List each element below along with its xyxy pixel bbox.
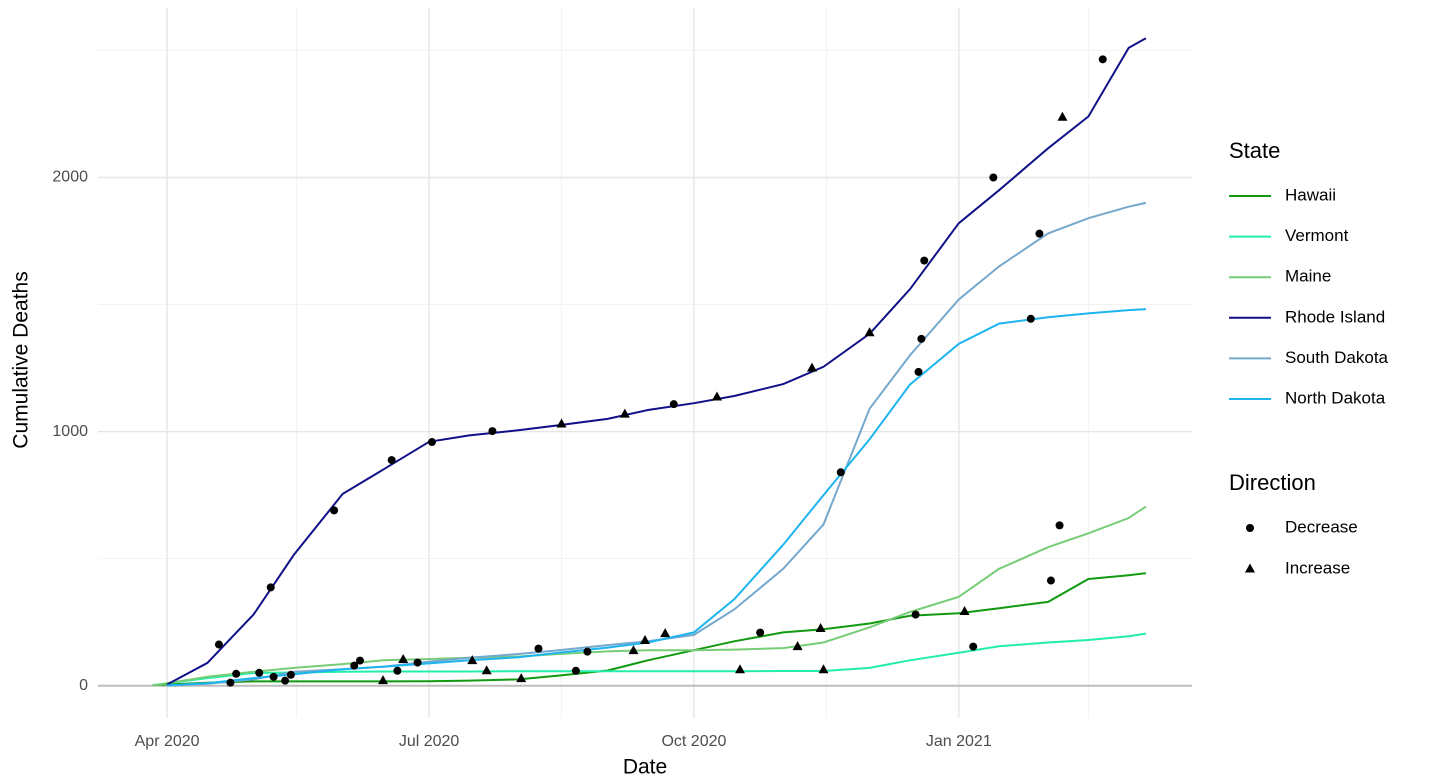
- marker: [226, 678, 235, 687]
- marker: [640, 634, 650, 644]
- marker: [488, 427, 497, 436]
- series-line: [166, 37, 1147, 686]
- series-line: [167, 308, 1146, 687]
- marker: [660, 628, 671, 638]
- x-tick-label: Jul 2020: [399, 733, 460, 750]
- marker: [911, 610, 920, 619]
- marker: [393, 666, 402, 675]
- marker: [427, 438, 436, 447]
- legend-label: Hawaii: [1285, 185, 1336, 204]
- marker: [1098, 55, 1107, 64]
- marker: [959, 606, 970, 616]
- marker: [1057, 111, 1068, 121]
- legend-title: State: [1229, 138, 1280, 163]
- y-axis-title: Cumulative Deaths: [10, 271, 33, 448]
- marker: [516, 673, 527, 683]
- marker: [669, 400, 678, 409]
- marker: [1046, 576, 1055, 585]
- marker: [806, 362, 817, 372]
- marker: [281, 676, 290, 685]
- y-tick-label: 2000: [52, 169, 88, 186]
- marker: [989, 173, 998, 182]
- series-line: [167, 201, 1147, 687]
- marker: [815, 623, 826, 633]
- marker: [969, 642, 978, 651]
- marker: [534, 644, 543, 653]
- marker: [286, 670, 295, 679]
- marker: [467, 655, 478, 665]
- legend-label: North Dakota: [1285, 388, 1386, 407]
- marker: [481, 665, 492, 675]
- x-tick-label: Apr 2020: [135, 733, 200, 750]
- x-tick-label: Oct 2020: [661, 733, 726, 750]
- marker: [583, 647, 592, 656]
- marker: [330, 506, 339, 515]
- legend-label: South Dakota: [1285, 348, 1389, 367]
- legend-title: Direction: [1229, 470, 1316, 495]
- marker: [571, 666, 580, 675]
- legend-label: Decrease: [1285, 517, 1358, 536]
- marker: [266, 583, 275, 592]
- marker: [214, 640, 223, 649]
- marker: [792, 641, 803, 651]
- legend-label: Increase: [1285, 558, 1350, 577]
- legend-label: Maine: [1285, 267, 1331, 286]
- marker: [350, 661, 359, 670]
- marker: [387, 456, 396, 465]
- marker: [914, 367, 923, 376]
- marker: [1035, 229, 1044, 238]
- marker: [1026, 314, 1035, 323]
- marker: [1246, 524, 1254, 532]
- marker: [836, 468, 845, 477]
- marker: [756, 628, 765, 637]
- marker: [711, 391, 722, 401]
- marker: [1245, 563, 1255, 573]
- marker: [628, 645, 639, 655]
- marker: [413, 658, 422, 667]
- marker: [864, 327, 875, 337]
- y-tick-label: 0: [79, 677, 88, 694]
- legend-label: Rhode Island: [1285, 307, 1385, 326]
- x-axis-title: Date: [623, 756, 667, 779]
- marker: [378, 675, 389, 685]
- marker: [619, 408, 630, 418]
- marker: [355, 656, 364, 665]
- legend-label: Vermont: [1285, 226, 1349, 245]
- series-line: [152, 572, 1147, 686]
- series-line: [152, 505, 1147, 687]
- marker: [269, 672, 278, 681]
- marker: [255, 668, 264, 677]
- y-tick-label: 1000: [52, 423, 88, 440]
- marker: [398, 654, 409, 664]
- marker: [556, 418, 567, 428]
- marker: [917, 334, 926, 343]
- marker: [735, 664, 746, 674]
- marker: [920, 256, 929, 265]
- x-tick-label: Jan 2021: [926, 733, 992, 750]
- marker: [232, 669, 241, 678]
- marker: [818, 664, 829, 674]
- marker: [1055, 521, 1064, 530]
